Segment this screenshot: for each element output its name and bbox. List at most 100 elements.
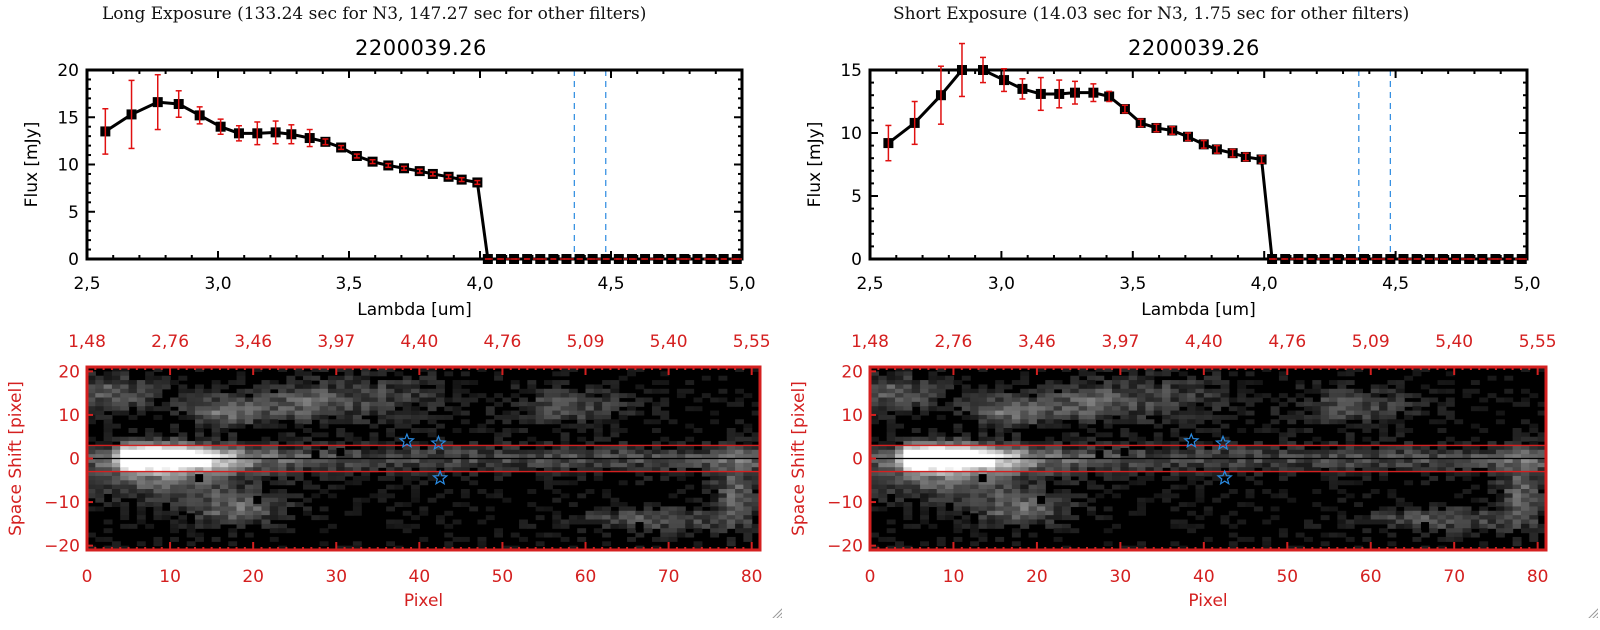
image-pixel bbox=[995, 519, 1005, 525]
image-pixel bbox=[552, 489, 562, 494]
image-pixel bbox=[1479, 458, 1489, 464]
image-pixel bbox=[1387, 419, 1397, 425]
image-pixel bbox=[1262, 536, 1272, 542]
bad-pixel bbox=[635, 522, 644, 531]
image-pixel bbox=[710, 475, 720, 481]
image-pixel bbox=[303, 406, 312, 412]
image-pixel bbox=[1145, 458, 1155, 464]
image-pixel bbox=[1120, 471, 1130, 477]
image-pixel bbox=[228, 467, 238, 473]
image-pixel bbox=[1086, 458, 1096, 464]
image-pixel bbox=[986, 436, 996, 442]
image-pixel bbox=[1103, 419, 1113, 425]
image-pixel bbox=[1337, 523, 1347, 529]
image-pixel bbox=[1520, 506, 1530, 512]
image-pixel bbox=[870, 467, 879, 473]
image-pixel bbox=[1379, 515, 1389, 521]
image-pixel bbox=[618, 458, 628, 464]
bad-pixel bbox=[311, 450, 320, 459]
image-pixel bbox=[352, 449, 362, 455]
image-pixel bbox=[1045, 393, 1055, 399]
image-pixel bbox=[1445, 397, 1455, 403]
image-pixel bbox=[95, 375, 105, 381]
image-pixel bbox=[352, 388, 362, 394]
image-pixel bbox=[911, 441, 921, 447]
image-pixel bbox=[1220, 471, 1230, 477]
image-pixel bbox=[311, 397, 321, 403]
image-pixel bbox=[460, 401, 470, 407]
image-pixel bbox=[369, 462, 379, 468]
image-pixel bbox=[236, 388, 246, 394]
image-pixel bbox=[1529, 506, 1539, 512]
image-pixel bbox=[676, 523, 686, 529]
image-pixel bbox=[327, 410, 337, 416]
image-pixel bbox=[211, 388, 221, 394]
image-pixel bbox=[361, 449, 371, 455]
image-pixel bbox=[1103, 528, 1113, 534]
image-pixel bbox=[1170, 471, 1180, 477]
image-pixel bbox=[1128, 467, 1138, 473]
image-pixel bbox=[986, 419, 996, 425]
image-pixel bbox=[1370, 410, 1380, 416]
image-pixel bbox=[136, 506, 146, 512]
image-pixel bbox=[244, 410, 254, 416]
image-pixel bbox=[186, 397, 196, 403]
image-pixel bbox=[195, 454, 204, 460]
image-pixel bbox=[369, 493, 379, 499]
image-pixel bbox=[1086, 397, 1096, 403]
resize-grip-icon[interactable] bbox=[1586, 606, 1598, 618]
image-pixel bbox=[1295, 384, 1305, 390]
image-pixel bbox=[1512, 441, 1522, 447]
image-pixel bbox=[136, 458, 146, 464]
image-pixel bbox=[527, 467, 537, 473]
image-pixel bbox=[685, 519, 695, 525]
image-pixel bbox=[1103, 401, 1113, 407]
image-pixel bbox=[1036, 441, 1046, 447]
image-pixel bbox=[1354, 458, 1363, 464]
image-pixel bbox=[986, 519, 996, 525]
image-pixel bbox=[303, 414, 312, 420]
image-pixel bbox=[1228, 462, 1238, 468]
image-pixel bbox=[1495, 497, 1505, 503]
image-pixel bbox=[1170, 419, 1180, 425]
image-pixel bbox=[1145, 397, 1155, 403]
image-pixel bbox=[928, 480, 938, 486]
image-pixel bbox=[435, 414, 445, 420]
image-pixel bbox=[560, 445, 570, 451]
image-pixel bbox=[170, 423, 179, 429]
resize-grip-icon[interactable] bbox=[770, 606, 782, 618]
image-pixel bbox=[278, 436, 288, 442]
image-pixel bbox=[419, 428, 429, 433]
image-pixel bbox=[236, 502, 246, 508]
image-pixel bbox=[1045, 497, 1055, 503]
image-pixel bbox=[136, 406, 146, 412]
image-pixel bbox=[1053, 489, 1063, 494]
image-pixel bbox=[253, 467, 263, 473]
image-pixel bbox=[1095, 441, 1105, 447]
image-pixel bbox=[602, 401, 612, 407]
image-pixel bbox=[170, 397, 179, 403]
image-pixel bbox=[336, 545, 346, 551]
image-pixel bbox=[1253, 380, 1263, 386]
image-pixel bbox=[710, 510, 720, 516]
image-pixel bbox=[1412, 467, 1422, 473]
image-pixel bbox=[427, 397, 437, 403]
image-pixel bbox=[676, 532, 686, 538]
image-pixel bbox=[585, 410, 595, 416]
image-pixel bbox=[344, 471, 354, 477]
image-pixel bbox=[278, 458, 288, 464]
image-pixel bbox=[1270, 397, 1280, 403]
image-pixel bbox=[394, 423, 404, 429]
image-pixel bbox=[1337, 388, 1347, 394]
image-pixel bbox=[435, 471, 445, 477]
image-pixel bbox=[460, 454, 470, 460]
image-pixel bbox=[1128, 384, 1138, 390]
image-pixel bbox=[494, 475, 504, 481]
image-pixel bbox=[903, 462, 913, 468]
image-pixel bbox=[1112, 449, 1121, 455]
image-pixel bbox=[519, 519, 528, 525]
image-pixel bbox=[1404, 467, 1414, 473]
image-pixel bbox=[469, 462, 479, 468]
image-pixel bbox=[1036, 502, 1046, 508]
image-pixel bbox=[651, 410, 661, 416]
